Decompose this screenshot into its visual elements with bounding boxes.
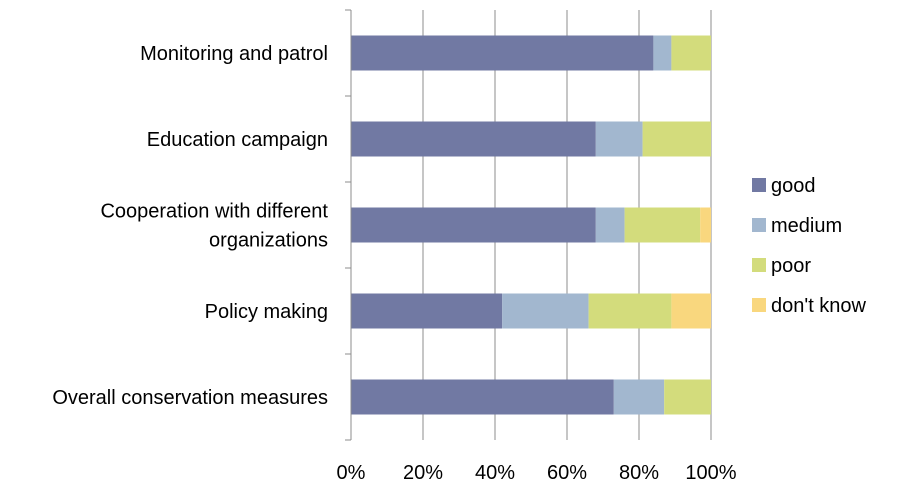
category-label: Policy making bbox=[205, 301, 328, 323]
x-tick-label: 40% bbox=[475, 462, 515, 484]
x-tick-label: 20% bbox=[403, 462, 443, 484]
bar-segment-medium bbox=[502, 293, 589, 329]
bar-segment-poor bbox=[664, 379, 711, 415]
x-tick-label: 0% bbox=[337, 462, 366, 484]
legend-swatch bbox=[752, 258, 766, 272]
legend-swatch bbox=[752, 178, 766, 192]
category-label: Overall conservation measures bbox=[52, 387, 328, 409]
category-label: Education campaign bbox=[147, 129, 328, 151]
bar-segment-good bbox=[351, 379, 614, 415]
bar-segment-medium bbox=[595, 121, 643, 157]
legend-label: don't know bbox=[771, 295, 867, 317]
bar-segment-good bbox=[351, 35, 654, 71]
bar-segment-medium bbox=[653, 35, 672, 71]
legend-swatch bbox=[752, 218, 766, 232]
bar-segment-medium bbox=[595, 207, 625, 243]
legend-swatch bbox=[752, 298, 766, 312]
bar-segment-poor bbox=[642, 121, 711, 157]
category-label: Monitoring and patrol bbox=[140, 43, 328, 65]
x-tick-label: 60% bbox=[547, 462, 587, 484]
legend-label: poor bbox=[771, 255, 811, 277]
category-label: organizations bbox=[209, 230, 328, 252]
bar-segment-don-t-know bbox=[700, 207, 711, 243]
legend-label: good bbox=[771, 175, 816, 197]
bars bbox=[351, 35, 711, 415]
bar-segment-poor bbox=[671, 35, 711, 71]
bar-segment-good bbox=[351, 207, 596, 243]
legend-label: medium bbox=[771, 215, 842, 237]
category-label: Cooperation with different bbox=[100, 201, 328, 223]
legend: good medium poor don't know bbox=[752, 175, 867, 317]
axes bbox=[345, 9, 352, 441]
bar-segment-poor bbox=[588, 293, 672, 329]
bar-segment-good bbox=[351, 293, 503, 329]
bar-segment-poor bbox=[624, 207, 701, 243]
x-tick-label: 80% bbox=[619, 462, 659, 484]
x-tick-labels: 0% 20% 40% 60% 80% 100% bbox=[337, 462, 737, 484]
bar-segment-medium bbox=[613, 379, 665, 415]
bar-segment-good bbox=[351, 121, 596, 157]
x-tick-label: 100% bbox=[685, 462, 736, 484]
bar-segment-don-t-know bbox=[671, 293, 711, 329]
category-labels: Monitoring and patrol Education campaign C… bbox=[52, 43, 328, 409]
